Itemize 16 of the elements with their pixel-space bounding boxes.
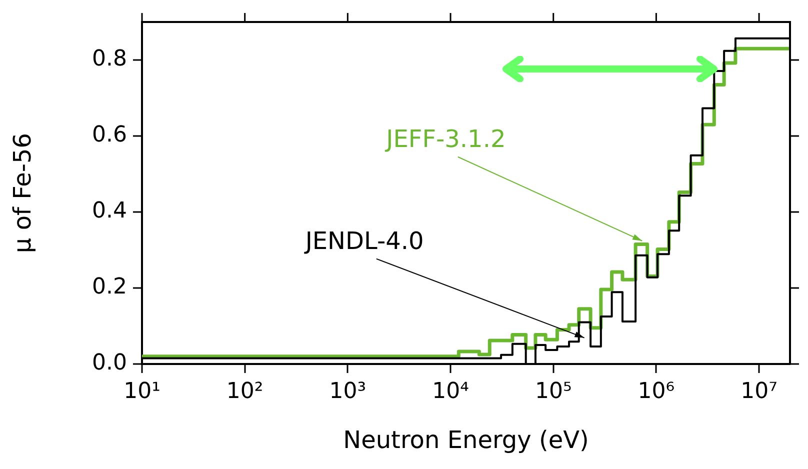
x-tick-label: 10² xyxy=(226,378,264,404)
y-tick-label: 0.6 xyxy=(92,122,127,148)
x-tick-label: 10¹ xyxy=(124,378,160,404)
x-tick-label: 10⁶ xyxy=(638,378,675,404)
x-tick-label: 10⁴ xyxy=(432,378,470,404)
x-axis-title: Neutron Energy (eV) xyxy=(343,426,589,454)
y-tick-label: 0.2 xyxy=(92,274,127,300)
x-tick-label: 10⁵ xyxy=(534,378,572,404)
y-tick-label: 0.4 xyxy=(92,198,127,224)
annotation: JENDL-4.0 xyxy=(303,227,424,256)
y-tick-label: 0.0 xyxy=(92,350,127,376)
annotation: JEFF-3.1.2 xyxy=(384,125,506,154)
x-tick-label: 10⁷ xyxy=(740,378,778,404)
x-tick-label: 10³ xyxy=(329,378,366,404)
y-tick-label: 0.8 xyxy=(92,46,127,72)
y-axis-title: μ of Fe-56 xyxy=(8,132,37,254)
